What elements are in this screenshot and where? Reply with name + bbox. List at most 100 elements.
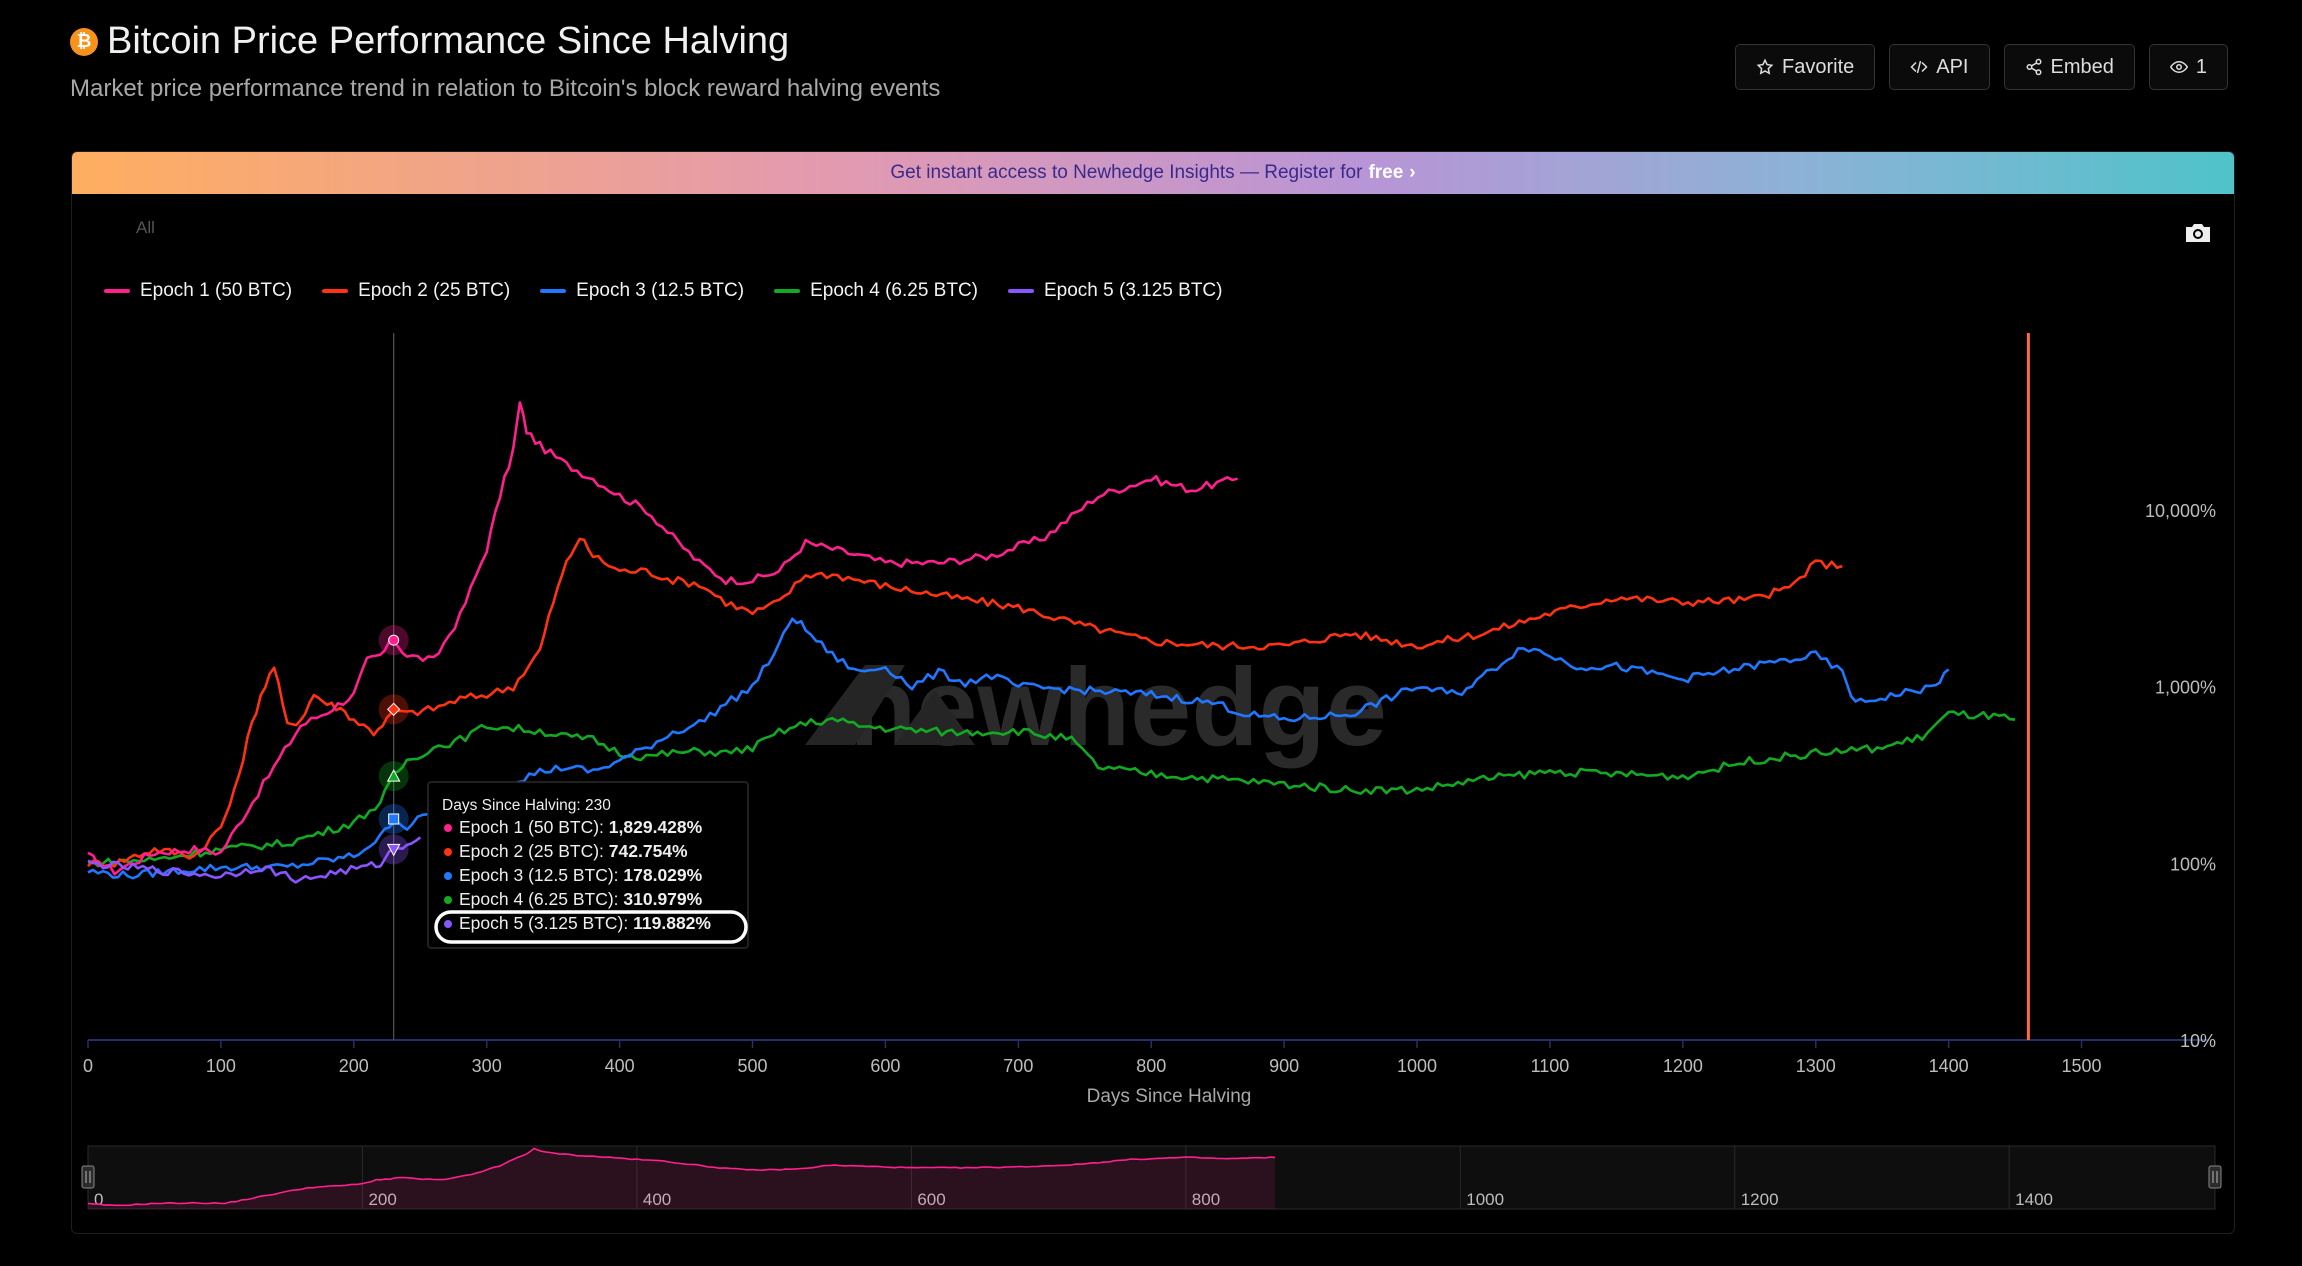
tooltip-bullet (444, 824, 452, 832)
tooltip-row-value: 1,829.428% (609, 817, 703, 837)
x-tick-label: 600 (870, 1056, 900, 1076)
x-tick-label: 1200 (1663, 1056, 1703, 1076)
views-count: 1 (2195, 55, 2207, 78)
tooltip-row-label: Epoch 2 (25 BTC): (459, 841, 609, 861)
api-label: API (1936, 55, 1969, 78)
embed-button[interactable]: Embed (2003, 44, 2135, 90)
x-tick-label: 200 (339, 1056, 369, 1076)
navigator-tick-label: 600 (917, 1190, 945, 1209)
share-icon (2026, 58, 2041, 76)
x-tick-label: 1100 (1531, 1056, 1570, 1076)
x-tick-label: 700 (1003, 1056, 1033, 1076)
hover-marker-epoch-3 (388, 813, 400, 825)
legend-label: Epoch 5 (3.125 BTC) (1044, 280, 1223, 301)
action-bar: Favorite API Embed 1 (1735, 44, 2228, 90)
hover-marker-epoch-1 (388, 634, 400, 646)
x-tick-label: 1400 (1929, 1056, 1969, 1076)
y-tick-label: 1,000% (2155, 678, 2216, 698)
legend-item-epoch-2[interactable]: Epoch 2 (25 BTC) (322, 280, 510, 302)
x-tick-label: 0 (83, 1056, 93, 1076)
y-tick-label: 100% (2170, 854, 2216, 874)
chart-legend: Epoch 1 (50 BTC) Epoch 2 (25 BTC) Epoch … (104, 280, 1222, 302)
page-header: ₿ Bitcoin Price Performance Since Halvin… (70, 20, 940, 103)
navigator-handle-right[interactable] (2208, 1165, 2222, 1189)
banner-arrow: › (1409, 162, 1416, 183)
series-line-epoch-4 (87, 710, 2016, 868)
x-tick-label: 300 (472, 1056, 502, 1076)
legend-label: Epoch 3 (12.5 BTC) (576, 280, 745, 301)
range-selector-all[interactable]: All (136, 218, 155, 237)
camera-icon[interactable] (2184, 220, 2212, 244)
tooltip-bullet (444, 872, 452, 880)
tooltip-row-label: Epoch 3 (12.5 BTC): (459, 865, 623, 885)
hover-marker-epoch-5 (386, 843, 401, 857)
series-line-epoch-1 (87, 401, 1238, 876)
tooltip-row-value: 742.754% (609, 841, 688, 861)
navigator: 0 200 400 600 800 1000 1200 1400 (81, 1145, 2222, 1210)
x-tick-label: 100 (206, 1056, 236, 1076)
navigator-tick-label: 1400 (2015, 1190, 2053, 1209)
navigator-frame (87, 1145, 2216, 1210)
series-line-epoch-5 (87, 836, 422, 884)
y-tick-label: 10,000% (2145, 501, 2216, 521)
eye-icon (2169, 60, 2188, 74)
api-button[interactable]: API (1889, 44, 1990, 90)
tooltip-row-epoch-4: Epoch 4 (6.25 BTC): 310.979% (459, 889, 703, 909)
navigator-tick-label: 400 (643, 1190, 671, 1209)
x-tick-label: 1300 (1796, 1056, 1836, 1076)
legend-label: Epoch 1 (50 BTC) (140, 280, 293, 301)
code-icon (1910, 60, 1928, 74)
favorite-label: Favorite (1782, 55, 1855, 78)
tooltip-row-epoch-3: Epoch 3 (12.5 BTC): 178.029% (459, 865, 703, 885)
tooltip-bullet (444, 920, 452, 928)
navigator-series-line (87, 1147, 1276, 1207)
tooltip-row-epoch-5: Epoch 5 (3.125 BTC): 119.882% (459, 913, 711, 933)
tooltip-row-label: Epoch 1 (50 BTC): (459, 817, 609, 837)
legend-item-epoch-5[interactable]: Epoch 5 (3.125 BTC) (1008, 280, 1222, 302)
star-icon (1756, 58, 1774, 75)
bitcoin-icon: ₿ (70, 27, 98, 56)
legend-item-epoch-1[interactable]: Epoch 1 (50 BTC) (104, 280, 292, 302)
series-line-epoch-2 (87, 537, 1843, 868)
x-tick-label: 1500 (2062, 1056, 2102, 1076)
tooltip-bullet (444, 848, 452, 856)
watermark-logo (805, 665, 975, 745)
tooltip-row-label: Epoch 5 (3.125 BTC): (459, 913, 633, 933)
hover-marker-epoch-2 (386, 702, 401, 717)
x-axis-title: Days Since Halving (1087, 1086, 1252, 1107)
navigator-tick-label: 0 (94, 1190, 103, 1209)
legend-swatch (540, 289, 567, 293)
views-button[interactable]: 1 (2148, 44, 2228, 90)
x-tick-label: 900 (1269, 1056, 1299, 1076)
tooltip-row-value: 178.029% (623, 865, 702, 885)
tooltip-row-epoch-2: Epoch 2 (25 BTC): 742.754% (459, 841, 688, 861)
legend-item-epoch-4[interactable]: Epoch 4 (6.25 BTC) (774, 280, 978, 302)
banner-text: Get instant access to Newhedge Insights … (890, 162, 1363, 183)
x-tick-label: 800 (1136, 1056, 1166, 1076)
navigator-tick-label: 1200 (1741, 1190, 1779, 1209)
tooltip-bullet (444, 896, 452, 904)
insights-banner[interactable]: Get instant access to Newhedge Insights … (72, 152, 2234, 194)
x-tick-label: 500 (737, 1056, 767, 1076)
tooltip-row-value: 310.979% (623, 889, 702, 909)
x-tick-label: 400 (605, 1056, 635, 1076)
tooltip: Days Since Halving: 230 Epoch 1 (50 BTC):… (427, 781, 749, 949)
page-subtitle: Market price performance trend in relati… (70, 75, 941, 102)
navigator-handle-left[interactable] (81, 1165, 95, 1189)
legend-swatch (104, 289, 130, 293)
tooltip-box (427, 781, 749, 949)
y-tick-label: 10% (2180, 1031, 2216, 1051)
navigator-area (88, 1148, 1276, 1209)
legend-swatch (774, 289, 801, 293)
favorite-button[interactable]: Favorite (1735, 44, 1876, 90)
legend-swatch (1008, 289, 1034, 293)
tooltip-highlight-ring (434, 910, 748, 944)
legend-label: Epoch 2 (25 BTC) (358, 280, 511, 301)
tooltip-row-epoch-1: Epoch 1 (50 BTC): 1,829.428% (459, 817, 703, 837)
tooltip-row-value: 119.882% (633, 913, 711, 933)
navigator-tick-label: 800 (1192, 1190, 1220, 1209)
banner-free: free (1368, 162, 1404, 183)
legend-item-epoch-3[interactable]: Epoch 3 (12.5 BTC) (540, 280, 744, 302)
x-tick-label: 1000 (1397, 1056, 1437, 1076)
